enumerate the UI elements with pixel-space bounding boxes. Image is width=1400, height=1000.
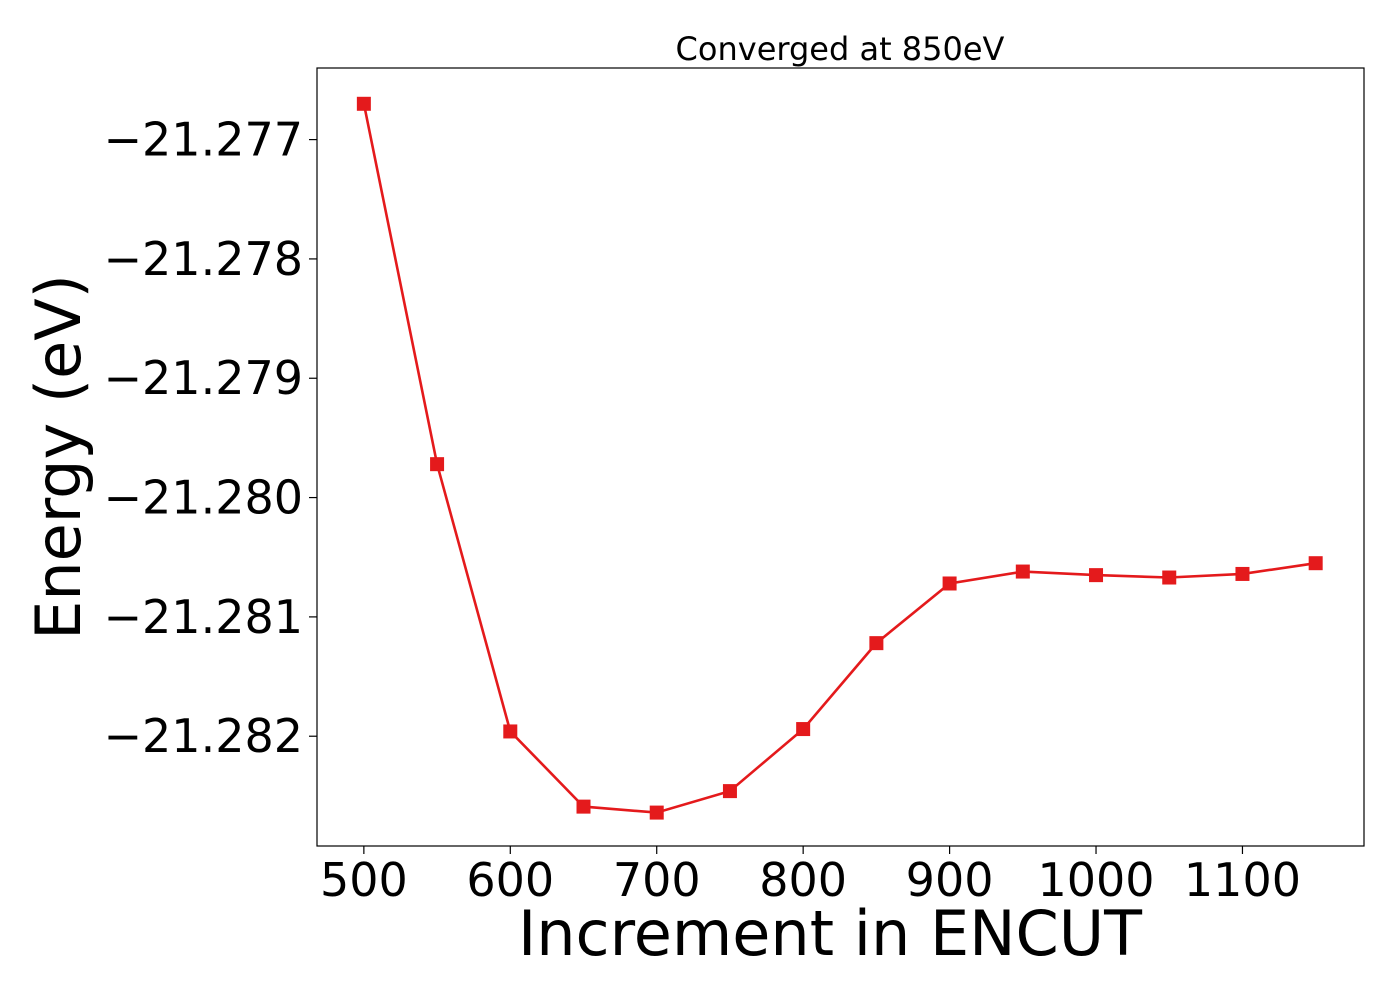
data-point [430,457,445,472]
x-tick-label: 600 [466,853,554,907]
x-tick-label: 900 [906,853,994,907]
data-point [796,722,811,737]
x-tick-label: 500 [320,853,408,907]
data-point [503,724,518,739]
y-axis-label: Energy (eV) [22,274,95,640]
x-axis-ticks: 500 600 700 800 900 1000 1100 [320,846,1301,907]
x-axis-label: Increment in ENCUT [518,897,1143,970]
data-point [942,576,957,591]
data-point [869,636,884,651]
data-point [722,784,737,799]
y-tick-label: −21.280 [104,471,304,525]
y-tick-label: −21.282 [104,709,304,763]
data-point [649,805,664,820]
y-tick-label: −21.277 [104,113,304,167]
data-point [1015,564,1030,579]
x-tick-label: 1100 [1184,853,1301,907]
chart-title: Converged at 850eV [676,30,1005,68]
data-point [576,799,591,814]
x-tick-label: 700 [613,853,701,907]
y-tick-label: −21.281 [104,590,304,644]
data-point [1162,570,1177,585]
series-markers [356,96,1323,820]
data-point [356,96,371,111]
y-tick-label: −21.278 [104,232,304,286]
data-point [1235,566,1250,581]
data-point [1089,568,1104,583]
x-tick-label: 1000 [1037,853,1154,907]
y-axis-ticks: −21.277 −21.278 −21.279 −21.280 −21.281 −21.2… [104,113,317,763]
plot-area [316,67,1365,847]
series-line [362,103,1316,814]
y-tick-label: −21.279 [104,351,304,405]
x-tick-label: 800 [759,853,847,907]
data-point [1308,556,1323,571]
